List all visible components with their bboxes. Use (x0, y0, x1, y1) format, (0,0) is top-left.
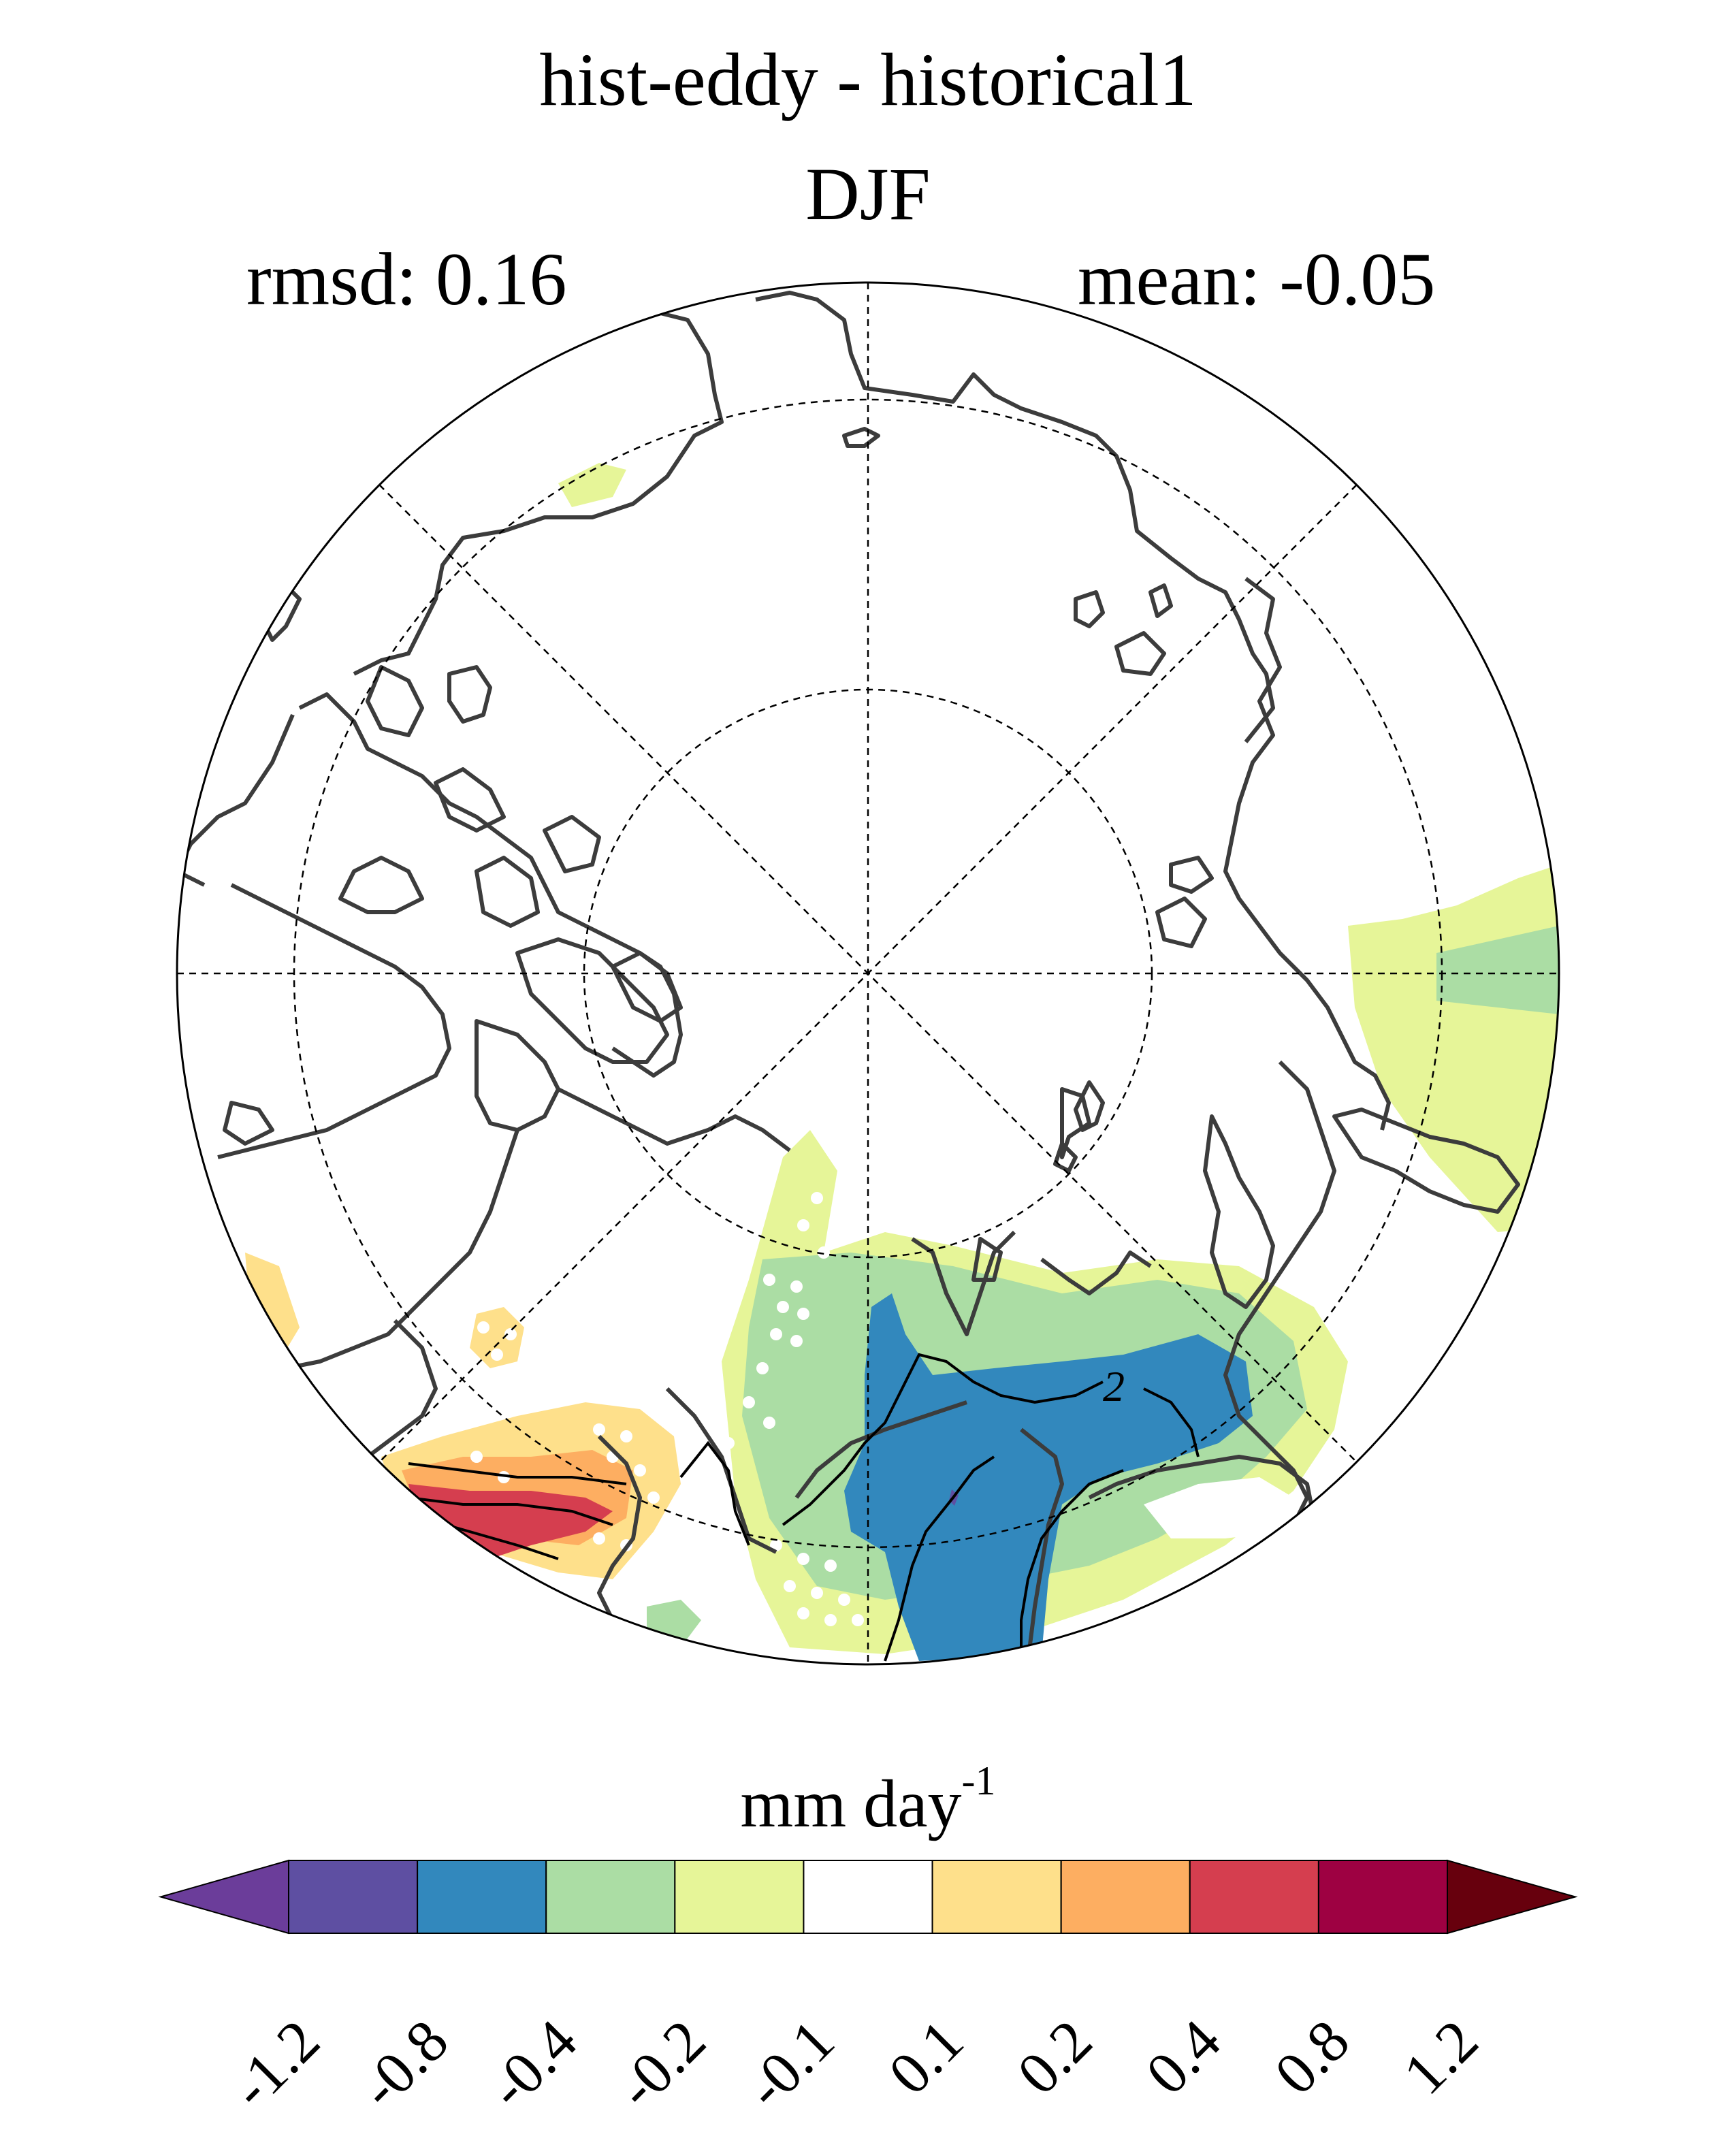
colorbar-unit-exponent: -1 (961, 1758, 996, 1803)
mean-label: mean: -0.05 (1078, 238, 1436, 321)
season-label: DJF (805, 152, 931, 236)
map-boundary (176, 281, 1560, 1666)
colorbar-swatch (1060, 1860, 1191, 1934)
anomaly-region-south-blue (844, 1293, 1253, 1661)
significance-stippling (470, 1192, 864, 1626)
colorbar-arrow-low (158, 1859, 289, 1935)
rmsd-label: rmsd: 0.16 (246, 238, 567, 321)
anomaly-region-east-green (1436, 926, 1559, 1014)
colorbar-unit: mm day (740, 1766, 962, 1841)
climatology-contours (408, 1353, 1200, 1662)
anomaly-fills (245, 463, 1559, 1661)
colorbar-swatch (288, 1860, 419, 1934)
colorbar-swatch (1317, 1860, 1449, 1934)
map-title: hist-eddy - historical1 (539, 38, 1197, 121)
polar-map: 2 (176, 281, 1560, 1666)
colorbar-swatch (931, 1860, 1062, 1934)
anomaly-region-north-small (558, 463, 626, 507)
colorbar-swatch (674, 1860, 805, 1934)
colorbar-unit-label: mm day-1 (0, 1760, 1736, 1838)
colorbar-swatch (545, 1860, 676, 1934)
colorbar-swatch (1189, 1860, 1319, 1934)
colorbar-swatch (417, 1860, 547, 1934)
anomaly-region-neutral (1144, 1477, 1293, 1538)
contour-label: 2 (1103, 1362, 1125, 1410)
colorbar-swatch (803, 1860, 933, 1934)
graticule (177, 283, 1559, 1664)
colorbar-arrow-high (1447, 1859, 1578, 1935)
